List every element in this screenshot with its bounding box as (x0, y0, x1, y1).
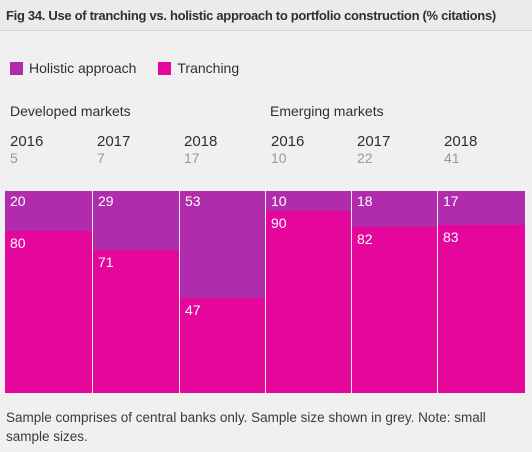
column-header: 2018 41 (444, 133, 524, 166)
bar-segment-holistic (438, 191, 525, 225)
data-label-holistic: 29 (98, 193, 114, 209)
data-label-holistic: 20 (10, 193, 26, 209)
data-label-tranching: 47 (185, 302, 201, 318)
legend-item-holistic: Holistic approach (10, 60, 136, 76)
chart-note: Sample comprises of central banks only. … (6, 410, 486, 444)
column-sample-size: 5 (10, 150, 18, 166)
column-header: 2017 22 (357, 133, 437, 166)
data-label-holistic: 10 (271, 193, 287, 209)
data-label-tranching: 71 (98, 254, 114, 270)
bar-segment-holistic (352, 191, 437, 227)
bar-segment-tranching (352, 227, 437, 393)
legend-label-tranching: Tranching (177, 60, 240, 76)
bar-segment-tranching (93, 250, 179, 393)
column-sample-size: 7 (97, 150, 105, 166)
data-label-tranching: 82 (357, 231, 373, 247)
legend-swatch-tranching (158, 61, 172, 75)
data-label-tranching: 83 (443, 229, 459, 245)
column-year: 2016 (271, 133, 305, 150)
legend-swatch-holistic (10, 61, 23, 75)
data-label-tranching: 80 (10, 235, 26, 251)
column-year: 2016 (10, 133, 44, 150)
column-header: 2016 5 (10, 133, 90, 166)
data-label-holistic: 17 (443, 193, 459, 209)
chart-title: Fig 34. Use of tranching vs. holistic ap… (0, 0, 532, 31)
column-year: 2018 (444, 133, 478, 150)
column-year: 2018 (184, 133, 218, 150)
column-sample-size: 22 (357, 150, 373, 166)
column-sample-size: 17 (184, 150, 200, 166)
column-header: 2017 7 (97, 133, 177, 166)
data-label-tranching: 90 (271, 215, 287, 231)
bar-segment-holistic (266, 191, 351, 211)
bar-segment-tranching (5, 231, 92, 393)
group-label-emerging: Emerging markets (270, 103, 384, 119)
column-header: 2018 17 (184, 133, 264, 166)
bar-segment-holistic (5, 191, 92, 231)
column-year: 2017 (97, 133, 131, 150)
column-sample-size: 10 (271, 150, 287, 166)
bar-segment-tranching (266, 211, 351, 393)
bar-segment-holistic (93, 191, 179, 250)
bar-segment-holistic (180, 191, 265, 298)
legend-item-tranching: Tranching (158, 60, 239, 76)
bar-segment-tranching (180, 298, 265, 393)
legend: Holistic approach Tranching (10, 60, 261, 76)
column-header: 2016 10 (271, 133, 351, 166)
data-label-holistic: 53 (185, 193, 201, 209)
bar-segment-tranching (438, 225, 525, 393)
column-sample-size: 41 (444, 150, 460, 166)
legend-label-holistic: Holistic approach (29, 60, 137, 76)
column-year: 2017 (357, 133, 391, 150)
data-label-holistic: 18 (357, 193, 373, 209)
group-label-developed: Developed markets (10, 103, 131, 119)
